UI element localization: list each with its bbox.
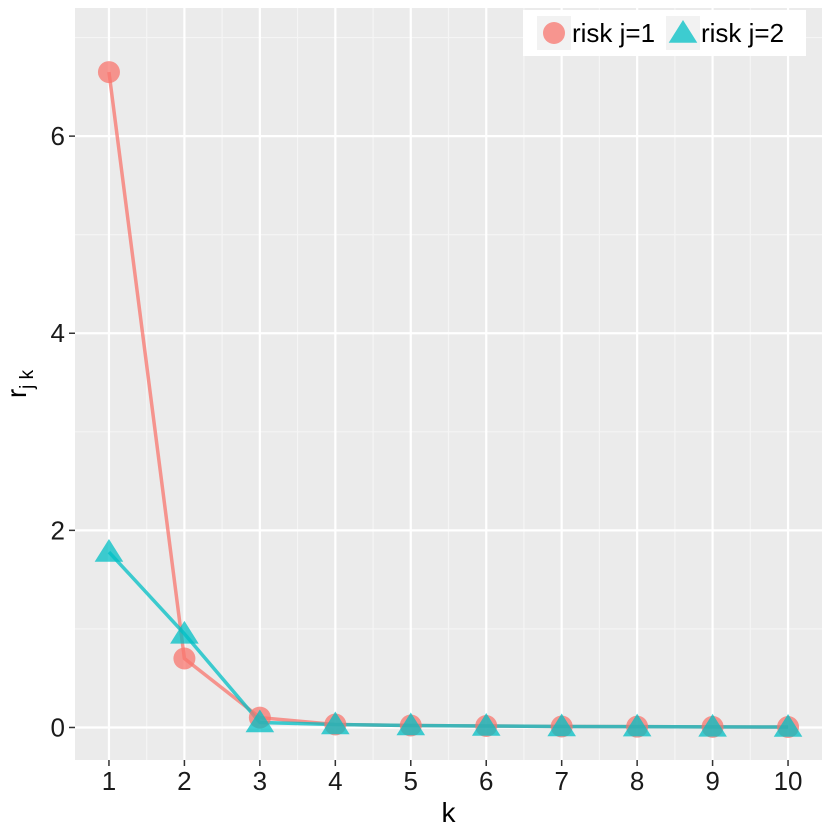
data-point-triangle: [773, 713, 803, 737]
y-axis-title-subscript: j k: [17, 369, 38, 390]
legend-key-circle: [543, 22, 565, 44]
x-tick-label: 6: [479, 766, 493, 796]
x-tick-label: 10: [774, 766, 803, 796]
data-point-triangle: [94, 539, 124, 562]
y-tick-label: 4: [51, 318, 65, 348]
x-tick-label: 5: [404, 766, 418, 796]
y-tick-label: 0: [51, 712, 65, 742]
series-line-triangle: [107, 550, 789, 729]
data-point-triangle: [396, 712, 426, 736]
major-gridlines: [75, 8, 822, 760]
y-axis: 0 2 4 6: [51, 121, 75, 742]
x-tick-label: 9: [705, 766, 719, 796]
legend-label: risk j=1: [572, 18, 655, 48]
minor-gridlines: [75, 8, 822, 760]
legend-label: risk j=2: [701, 18, 784, 48]
legend-key-triangle: [668, 20, 698, 43]
x-tick-label: 2: [177, 766, 191, 796]
series-lines: [107, 71, 789, 729]
y-axis-title-main: r: [1, 389, 32, 398]
data-point-triangle: [170, 620, 199, 644]
x-tick-label: 1: [102, 766, 116, 796]
x-tick-label: 4: [328, 766, 342, 796]
data-point-triangle: [547, 713, 576, 737]
y-tick-label: 6: [51, 121, 65, 151]
x-tick-label: 3: [253, 766, 267, 796]
data-point-circle: [97, 61, 120, 84]
legend: risk j=1 risk j=2: [523, 10, 806, 56]
x-axis-title: k: [442, 797, 457, 828]
data-point-triangle: [321, 711, 350, 735]
y-tick-label: 2: [51, 515, 65, 545]
data-point-triangle: [471, 712, 501, 736]
data-point-triangle: [622, 713, 652, 737]
data-point-triangle: [245, 709, 275, 733]
series-points: [94, 61, 803, 738]
data-point-triangle: [698, 713, 727, 737]
x-axis: 1 2 3 4 5 6 7 8 9 10: [102, 760, 803, 796]
data-point-circle: [173, 647, 196, 670]
x-tick-label: 8: [630, 766, 644, 796]
y-axis-title: rj k: [1, 369, 38, 398]
x-tick-label: 7: [554, 766, 568, 796]
